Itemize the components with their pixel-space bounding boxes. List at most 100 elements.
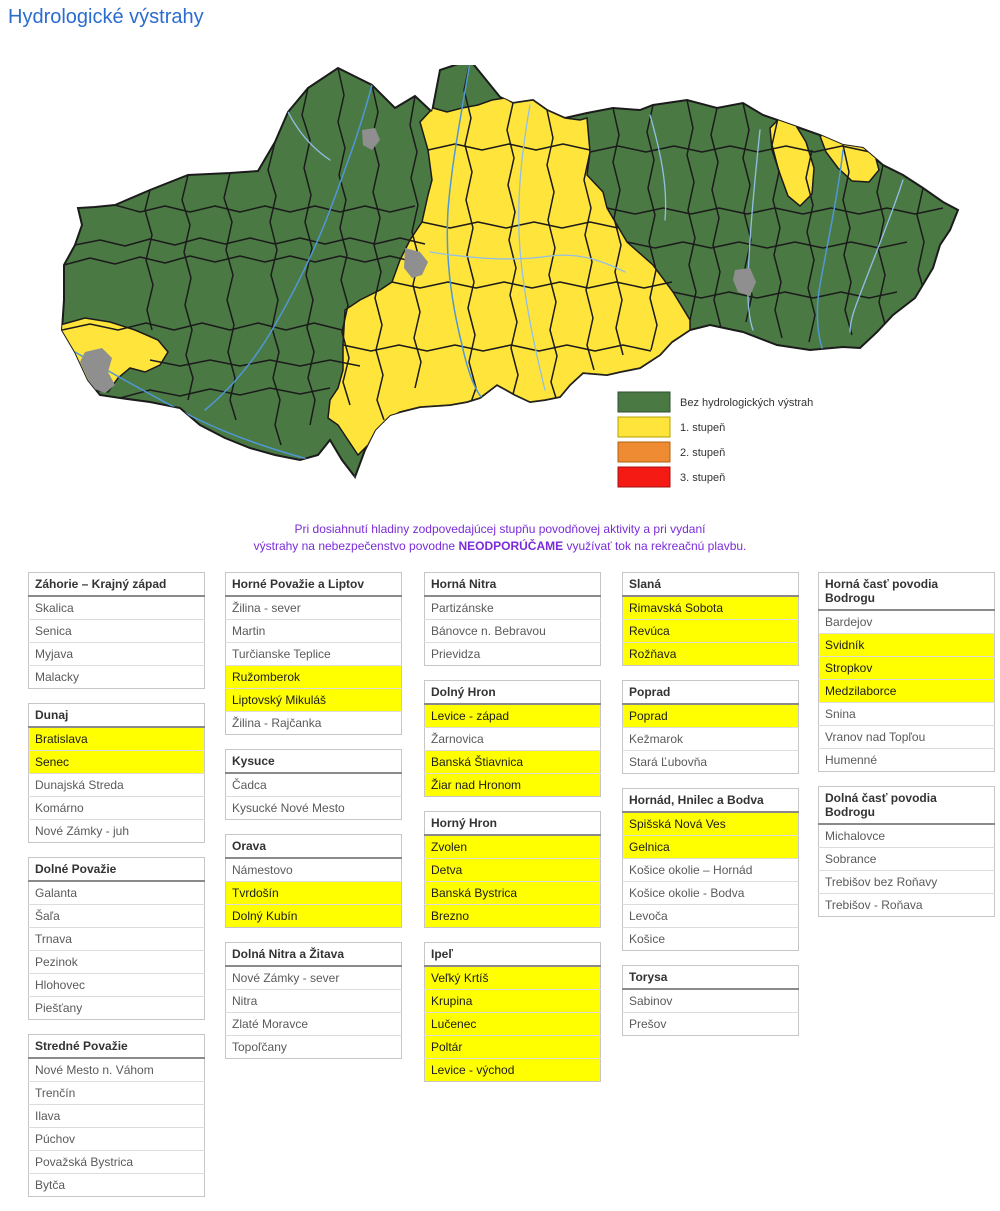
region-table: Dunaj Bratislava Senec Dunajská Streda Komár… [28, 703, 205, 843]
district-cell: Trebišov bez Roňavy [818, 870, 995, 894]
district-cell: Piešťany [28, 996, 205, 1020]
legend-swatch-level2 [617, 441, 671, 463]
region-table: Stredné Považie Nové Mesto n. Váhom Trenčí… [28, 1034, 205, 1197]
district-row: Považská Bystrica [28, 1150, 205, 1174]
district-row: Zvolen [424, 834, 601, 859]
district-row: Poprad [622, 703, 799, 728]
district-row: Myjava [28, 642, 205, 666]
district-cell: Michalovce [818, 823, 995, 848]
district-cell: Humenné [818, 748, 995, 772]
region-table: Dolná časť povodia Bodrogu Michalovce Sobr… [818, 786, 995, 917]
district-cell: Žilina - sever [225, 595, 402, 620]
district-row: Nitra [225, 989, 402, 1013]
district-row: Senica [28, 619, 205, 643]
district-row: Komárno [28, 796, 205, 820]
region-table-header: Ipeľ [424, 942, 601, 967]
district-cell: Martin [225, 619, 402, 643]
district-row: Banská Štiavnica [424, 750, 601, 774]
district-cell: Prievidza [424, 642, 601, 666]
legend-swatch-level3 [617, 466, 671, 488]
district-cell: Partizánske [424, 595, 601, 620]
district-row: Dunajská Streda [28, 773, 205, 797]
region-table: Kysuce Čadca Kysucké Nové Mesto [225, 749, 402, 820]
district-row: Kysucké Nové Mesto [225, 796, 402, 820]
slovakia-map[interactable]: Bez hydrologických výstrah 1. stupeň 2. … [0, 65, 1000, 517]
district-row: Košice [622, 927, 799, 951]
district-cell: Myjava [28, 642, 205, 666]
district-row: Trnava [28, 927, 205, 951]
district-cell: Kežmarok [622, 727, 799, 751]
district-cell: Senec [28, 750, 205, 774]
district-cell: Ružomberok [225, 665, 402, 689]
region-table-header: Horné Považie a Liptov [225, 572, 402, 597]
district-row: Sabinov [622, 988, 799, 1013]
district-row: Šaľa [28, 904, 205, 928]
district-row: Trebišov - Roňava [818, 893, 995, 917]
district-cell: Čadca [225, 772, 402, 797]
district-cell: Bánovce n. Bebravou [424, 619, 601, 643]
district-row: Hlohovec [28, 973, 205, 997]
district-cell: Svidník [818, 633, 995, 657]
district-row: Liptovský Mikuláš [225, 688, 402, 712]
district-row: Lučenec [424, 1012, 601, 1036]
legend-label-no-warning: Bez hydrologických výstrah [680, 397, 813, 409]
district-row: Banská Bystrica [424, 881, 601, 905]
region-table: Torysa Sabinov Prešov [622, 965, 799, 1036]
region-table-header: Dolná časť povodia Bodrogu [818, 786, 995, 825]
region-table-header: Kysuce [225, 749, 402, 774]
district-row: Humenné [818, 748, 995, 772]
district-cell: Lučenec [424, 1012, 601, 1036]
city-areas [80, 128, 756, 393]
district-row: Rimavská Sobota [622, 595, 799, 620]
district-cell: Prešov [622, 1012, 799, 1036]
district-row: Prešov [622, 1012, 799, 1036]
region-table-header: Torysa [622, 965, 799, 990]
notice-line2-post: využívať tok na rekreačnú plavbu. [563, 539, 747, 553]
city-bratislava [80, 348, 115, 393]
region-table: Dolný Hron Levice - západ Žarnovica Banská … [424, 680, 601, 797]
district-row: Rožňava [622, 642, 799, 666]
district-row: Martin [225, 619, 402, 643]
region-table-header: Dunaj [28, 703, 205, 728]
district-cell: Zvolen [424, 834, 601, 859]
district-cell: Zlaté Moravce [225, 1012, 402, 1036]
district-row: Žilina - sever [225, 595, 402, 620]
district-cell: Hlohovec [28, 973, 205, 997]
district-cell: Žiar nad Hronom [424, 773, 601, 797]
district-row: Skalica [28, 595, 205, 620]
district-row: Piešťany [28, 996, 205, 1020]
district-cell: Detva [424, 858, 601, 882]
district-row: Nové Zámky - sever [225, 965, 402, 990]
district-row: Ilava [28, 1104, 205, 1128]
district-row: Partizánske [424, 595, 601, 620]
district-row: Stropkov [818, 656, 995, 680]
district-cell: Nové Mesto n. Váhom [28, 1057, 205, 1082]
district-row: Stará Ľubovňa [622, 750, 799, 774]
page-title: Hydrologické výstrahy [8, 6, 204, 28]
district-row: Ružomberok [225, 665, 402, 689]
district-row: Kežmarok [622, 727, 799, 751]
region-table-header: Poprad [622, 680, 799, 705]
district-cell: Trenčín [28, 1081, 205, 1105]
district-row: Detva [424, 858, 601, 882]
district-cell: Stará Ľubovňa [622, 750, 799, 774]
notice-line2-bold: NEODPORÚČAME [458, 539, 564, 553]
district-cell: Poprad [622, 703, 799, 728]
basin-column-2: Horné Považie a Liptov Žilina - sever Mart… [225, 572, 402, 1073]
region-table: Poprad Poprad Kežmarok Stará Ľubovňa [622, 680, 799, 774]
district-row: Sobrance [818, 847, 995, 871]
district-cell: Trebišov - Roňava [818, 893, 995, 917]
district-row: Pezinok [28, 950, 205, 974]
district-row: Topoľčany [225, 1035, 402, 1059]
district-row: Michalovce [818, 823, 995, 848]
region-table: Ipeľ Veľký Krtíš Krupina Lučenec Poltár Levic… [424, 942, 601, 1082]
district-cell: Skalica [28, 595, 205, 620]
region-table: Horná časť povodia Bodrogu Bardejov Svidní… [818, 572, 995, 772]
recreational-navigation-notice: Pri dosiahnutí hladiny zodpovedajúcej st… [0, 521, 1000, 555]
district-row: Levoča [622, 904, 799, 928]
district-row: Tvrdošín [225, 881, 402, 905]
district-row: Prievidza [424, 642, 601, 666]
district-cell: Bratislava [28, 726, 205, 751]
region-table: Dolné Považie Galanta Šaľa Trnava Pezinok Hlo… [28, 857, 205, 1020]
district-cell: Komárno [28, 796, 205, 820]
